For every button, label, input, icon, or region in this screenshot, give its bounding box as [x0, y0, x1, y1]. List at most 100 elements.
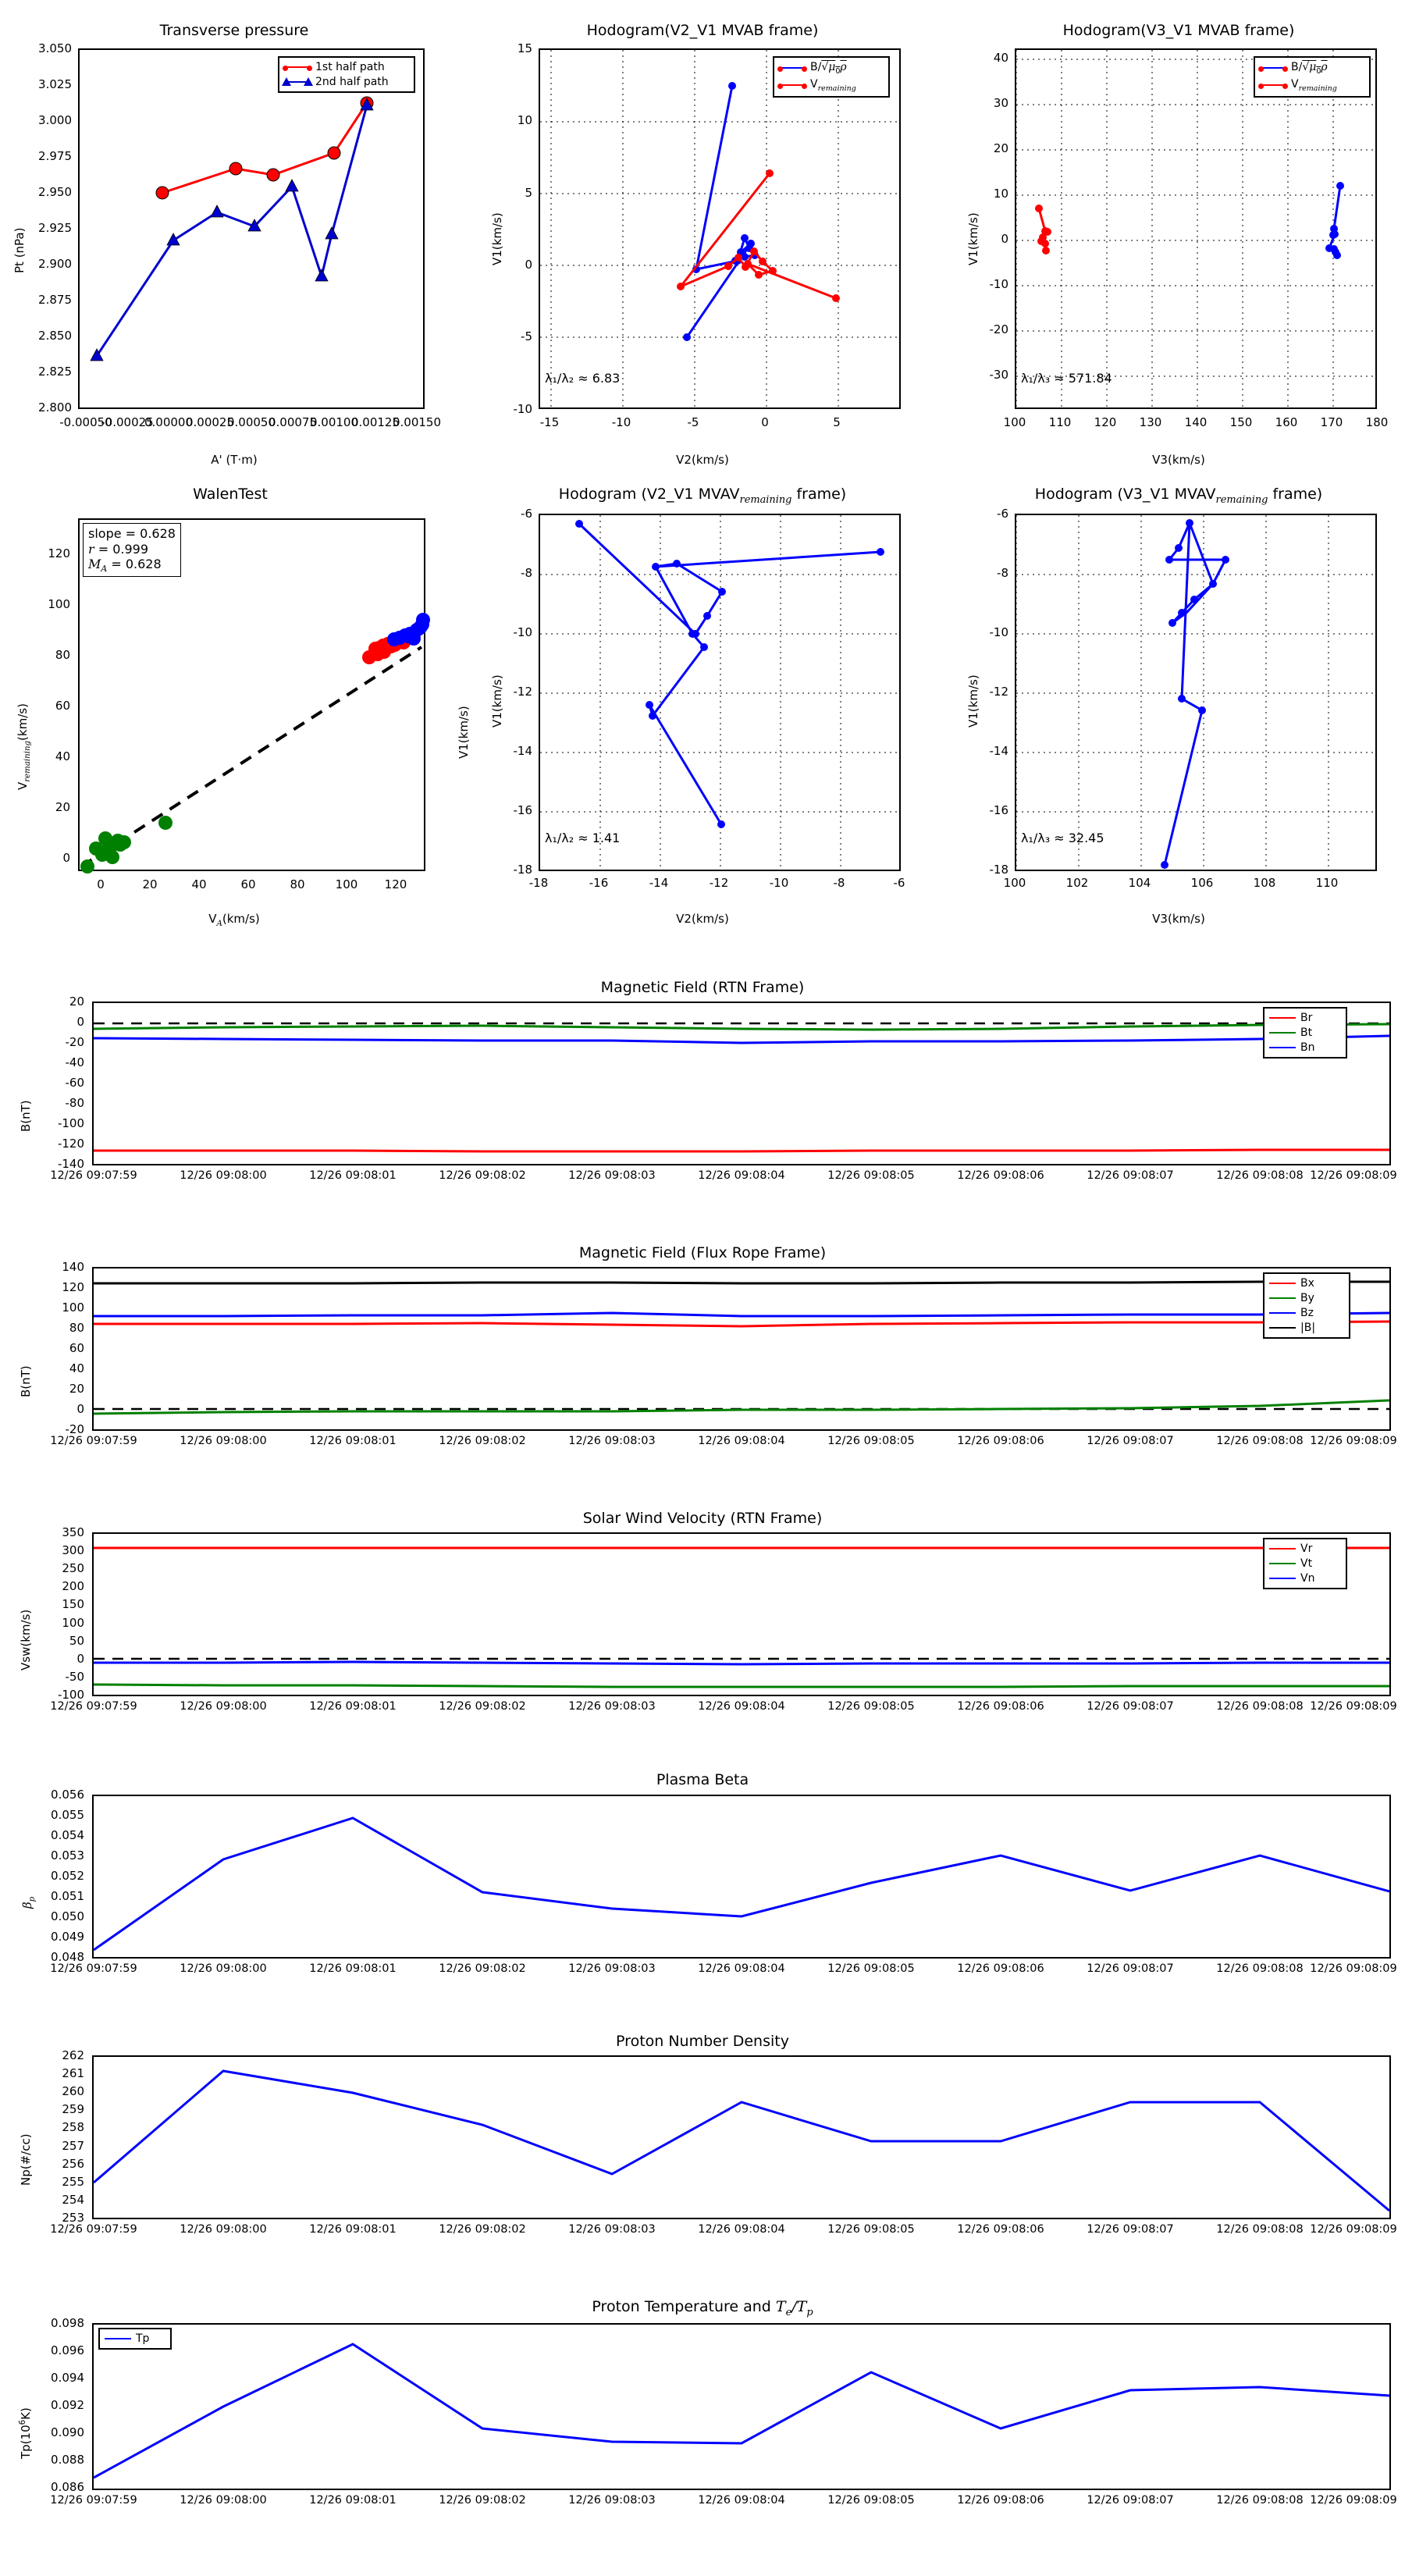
legend-line-b-alfven-icon — [777, 66, 807, 72]
y-tick: 0.054 — [51, 1828, 84, 1842]
x-tick: 20 — [142, 877, 158, 891]
legend-label: Vremaining — [810, 77, 856, 93]
y-tick: 5 — [525, 186, 532, 200]
series-hodogram-markers — [575, 520, 884, 828]
eigenvalue-ratio-annotation: λ₁/λ₃ ≈ 571.84 — [1021, 371, 1112, 386]
time-tick: 12/26 09:08:04 — [698, 1435, 785, 1447]
time-tick: 12/26 09:07:59 — [50, 2494, 137, 2507]
y-axis-label: B(nT) — [19, 1100, 33, 1132]
y-tick: 0 — [525, 258, 532, 272]
time-tick: 12/26 09:08:00 — [180, 1169, 267, 1182]
x-tick: -15 — [539, 415, 560, 429]
legend-row: 2nd half path — [282, 76, 409, 88]
eigenvalue-ratio-annotation: λ₁/λ₃ ≈ 32.45 — [1021, 831, 1104, 845]
legend-row: B/√μ0ρ — [1258, 61, 1364, 76]
y-tick: -6 — [521, 507, 532, 521]
y-tick: 0.052 — [51, 1869, 84, 1883]
y-tick: 0 — [76, 1015, 84, 1029]
legend-label: Vr — [1300, 1542, 1313, 1555]
time-tick: 12/26 09:08:05 — [827, 1700, 915, 1713]
y-tick: 0.098 — [51, 2316, 84, 2330]
x-tick: -0.00025 — [101, 415, 154, 429]
series-by — [93, 1399, 1390, 1415]
y-tick: 259 — [62, 2102, 84, 2116]
time-tick: 12/26 09:08:08 — [1216, 2494, 1304, 2507]
y-tick: 257 — [62, 2139, 84, 2153]
series-bz — [94, 1311, 1390, 1318]
y-tick: -16 — [513, 803, 533, 817]
legend-line-circle-icon — [283, 65, 312, 71]
series-b-alfven-markers — [1325, 182, 1344, 259]
x-tick: 110 — [1315, 876, 1339, 890]
y-axis-label: V1(km/s) — [966, 674, 980, 728]
legend-row: B/√μ0ρ — [777, 61, 884, 76]
legend-label: B/√μ0ρ — [810, 61, 847, 76]
y-tick: 0.053 — [51, 1848, 84, 1863]
legend-row: Bz — [1269, 1307, 1344, 1319]
plot-area — [92, 2323, 1391, 2490]
time-tick: 12/26 09:07:59 — [50, 1962, 137, 1975]
time-tick: 12/26 09:08:09 — [1310, 2223, 1397, 2236]
y-tick: 0.055 — [51, 1808, 84, 1822]
time-tick: 12/26 09:08:08 — [1216, 2223, 1304, 2236]
panel-title: Hodogram(V2_V1 MVAB frame) — [586, 22, 819, 39]
time-tick: 12/26 09:08:02 — [439, 2223, 526, 2236]
y-tick: -30 — [989, 368, 1009, 382]
time-tick: 12/26 09:08:03 — [568, 2223, 656, 2236]
time-tick: 12/26 09:08:06 — [957, 2494, 1044, 2507]
y-tick: 80 — [55, 648, 70, 662]
y-tick: 20 — [69, 994, 84, 1009]
plot-area — [539, 514, 901, 871]
panel-title: Transverse pressure — [159, 22, 309, 39]
y-tick: -8 — [521, 566, 532, 580]
x-tick: 0.00125 — [350, 415, 400, 429]
plot-area — [78, 48, 425, 409]
legend-line-bt-icon — [1269, 1032, 1296, 1034]
x-tick: 5 — [833, 415, 841, 429]
y-tick: 258 — [62, 2120, 84, 2134]
legend-b-rtn: Br Bt Bn — [1263, 1007, 1347, 1059]
legend-label: Bx — [1300, 1277, 1314, 1290]
y-tick: -14 — [989, 744, 1009, 758]
x-tick: 120 — [384, 877, 407, 891]
panel-title: Proton Number Density — [616, 2033, 789, 2050]
y-tick: -40 — [65, 1055, 85, 1069]
series-blue-cluster — [387, 613, 430, 646]
legend-label: Bn — [1300, 1041, 1315, 1054]
y-tick: 40 — [993, 51, 1008, 65]
x-tick: 0.00000 — [144, 415, 194, 429]
time-tick: 12/26 09:08:02 — [439, 1169, 526, 1182]
time-tick: 12/26 09:08:02 — [439, 1435, 526, 1447]
y-tick: 0.096 — [51, 2343, 84, 2357]
y-tick: 0.094 — [51, 2371, 84, 2385]
legend-row: Vr — [1269, 1542, 1341, 1555]
y-axis-label-right: V1(km/s) — [457, 706, 471, 759]
panel-title: Hodogram(V3_V1 MVAB frame) — [1062, 22, 1295, 39]
x-tick: 108 — [1253, 876, 1276, 890]
legend-label: Br — [1300, 1012, 1313, 1024]
x-tick: 40 — [191, 877, 207, 891]
time-tick: 12/26 09:08:06 — [957, 1435, 1044, 1447]
y-tick: 2.950 — [38, 185, 72, 199]
x-tick: -18 — [528, 876, 549, 890]
y-tick: -12 — [513, 685, 533, 699]
y-tick: -60 — [65, 1076, 85, 1090]
series-b-alfven — [685, 85, 757, 338]
time-tick: 12/26 09:08:01 — [309, 1169, 397, 1182]
legend-line-by-icon — [1269, 1297, 1296, 1299]
y-tick: -16 — [989, 803, 1009, 817]
y-tick: -14 — [513, 744, 533, 758]
legend-label: Bt — [1300, 1026, 1313, 1039]
x-tick: 100 — [335, 877, 358, 891]
series-2nd-half-markers — [90, 98, 374, 361]
y-tick: 0.090 — [51, 2425, 84, 2439]
x-tick: -12 — [709, 876, 729, 890]
panel-title: Proton Temperature and Te/Tp — [592, 2298, 813, 2318]
plot-area — [539, 48, 901, 409]
y-tick: 0 — [76, 1402, 84, 1416]
plot-area — [1015, 48, 1377, 409]
series-hodogram-path — [578, 522, 881, 825]
x-axis-label: V3(km/s) — [1152, 453, 1205, 467]
plot-svg — [93, 1280, 1390, 1415]
plot-svg — [93, 1546, 1389, 1688]
